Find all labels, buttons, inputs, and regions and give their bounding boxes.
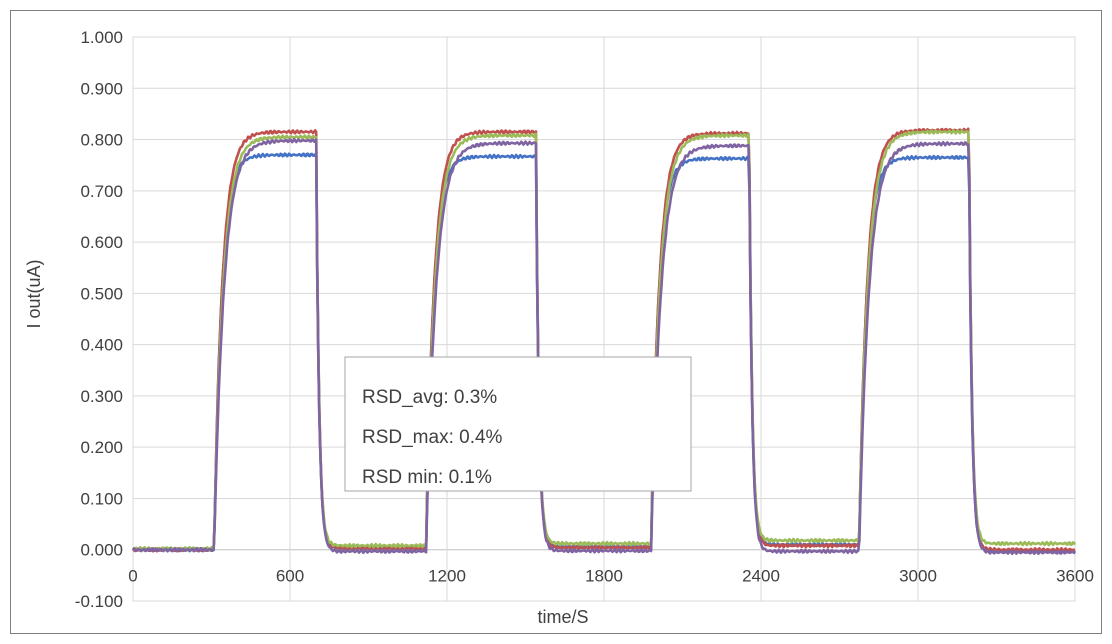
x-tick-label: 0 xyxy=(128,567,137,586)
y-tick-label: 1.000 xyxy=(80,28,123,47)
series-line-3 xyxy=(132,129,1077,552)
series-layer xyxy=(131,127,1077,556)
y-tick-label: 0.600 xyxy=(80,233,123,252)
x-tick-label: 3600 xyxy=(1056,567,1094,586)
rsd-annotation: RSD_avg: 0.3% RSD_max: 0.4% RSD min: 0.1… xyxy=(344,356,692,492)
rsd-annotation-box xyxy=(344,356,692,492)
y-tick-label: 0.300 xyxy=(80,387,123,406)
y-tick-label: 0.900 xyxy=(80,79,123,98)
chart-frame: -0.100 0.000 0.100 0.200 0.300 0.400 0.500 0.60… xyxy=(10,10,1102,634)
y-tick-label: 0.700 xyxy=(80,182,123,201)
y-axis-title: I out(uA) xyxy=(24,259,44,328)
x-tick-label: 1200 xyxy=(428,567,466,586)
y-tick-label: 0.100 xyxy=(80,489,123,508)
x-tick-label: 3000 xyxy=(899,567,937,586)
y-tick-label: 0.800 xyxy=(80,131,123,150)
rsd-max-text: RSD_max: 0.4% xyxy=(362,427,503,448)
y-tick-label: 0.400 xyxy=(80,336,123,355)
x-axis-title: time/S xyxy=(537,607,588,627)
x-tick-label: 2400 xyxy=(742,567,780,586)
gridlines xyxy=(132,36,1076,602)
series-line-4 xyxy=(131,137,1076,556)
rsd-min-text: RSD min: 0.1% xyxy=(362,467,492,488)
y-tick-label: 0.200 xyxy=(80,438,123,457)
x-tick-label: 1800 xyxy=(585,567,623,586)
tick-labels: -0.100 0.000 0.100 0.200 0.300 0.400 0.500 0.60… xyxy=(75,28,1094,611)
rsd-avg-text: RSD_avg: 0.3% xyxy=(362,387,497,408)
y-tick-label: 0.000 xyxy=(80,541,123,560)
y-tick-label: 0.500 xyxy=(80,284,123,303)
chart-svg: -0.100 0.000 0.100 0.200 0.300 0.400 0.500 0.60… xyxy=(24,28,1094,627)
y-tick-label: -0.100 xyxy=(75,592,123,611)
x-tick-label: 600 xyxy=(276,567,304,586)
